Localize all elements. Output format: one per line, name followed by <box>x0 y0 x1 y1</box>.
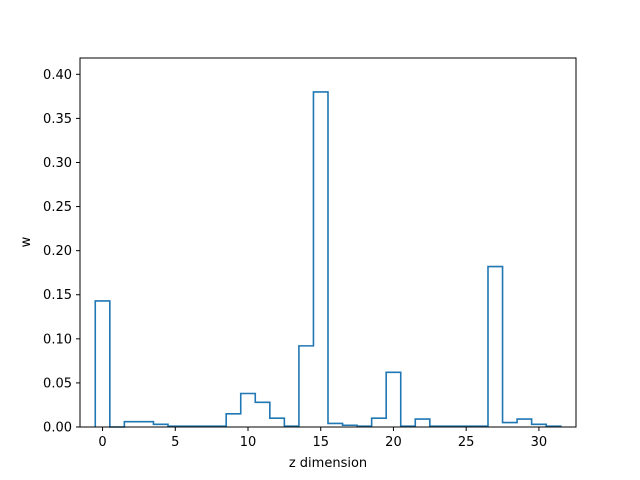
y-tick-label: 0.30 <box>43 156 72 171</box>
x-tick-label: 5 <box>171 435 179 450</box>
x-tick-label: 0 <box>98 435 106 450</box>
step-line-series-0 <box>94 91 562 428</box>
x-tick-label: 15 <box>312 435 329 450</box>
y-tick-label: 0.00 <box>43 421 72 436</box>
y-tick-label: 0.05 <box>43 376 72 391</box>
y-tick-label: 0.20 <box>43 244 72 259</box>
y-tick-label: 0.25 <box>43 200 72 215</box>
y-tick-label: 0.10 <box>43 332 72 347</box>
y-tick-label: 0.40 <box>43 68 72 83</box>
plot-frame <box>79 57 577 428</box>
x-axis-ticks: 0 5 10 15 20 25 30 <box>98 427 547 450</box>
data-series-layer <box>94 91 562 428</box>
x-axis-title: z dimension <box>289 456 367 471</box>
y-axis-ticks: 0.00 0.05 0.10 0.15 0.20 0.25 0.30 0.35 0.40 <box>43 68 80 436</box>
x-tick-label: 10 <box>240 435 257 450</box>
y-tick-label: 0.35 <box>43 112 72 127</box>
y-axis-title: w <box>19 236 34 247</box>
x-tick-label: 25 <box>458 435 475 450</box>
x-tick-label: 20 <box>385 435 402 450</box>
x-tick-label: 30 <box>531 435 548 450</box>
y-tick-label: 0.15 <box>43 288 72 303</box>
